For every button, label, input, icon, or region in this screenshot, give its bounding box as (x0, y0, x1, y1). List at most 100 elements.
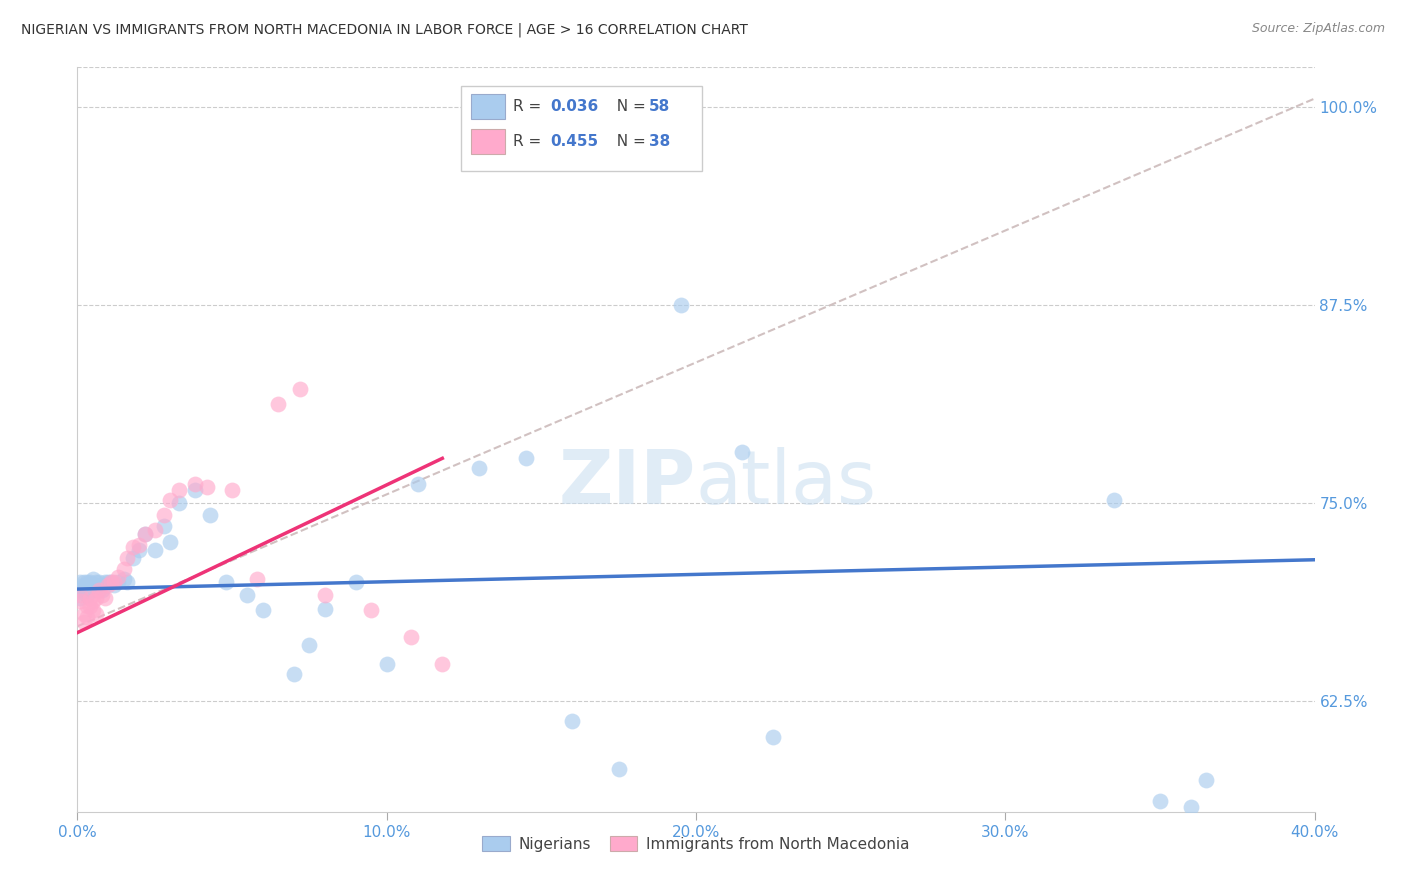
Point (84, 607, 107, 621)
Point (184, 476, 207, 491)
Point (103, 574, 125, 589)
Point (91, 582, 114, 597)
Point (87, 582, 110, 597)
Point (69, 591, 91, 605)
Text: Source: ZipAtlas.com: Source: ZipAtlas.com (1251, 22, 1385, 36)
Point (314, 602, 336, 616)
Point (79, 599, 101, 613)
Text: N =: N = (607, 99, 651, 114)
Text: ZIP: ZIP (558, 448, 696, 521)
Point (143, 523, 166, 537)
Point (84, 574, 107, 589)
Point (79, 574, 101, 589)
Point (103, 578, 125, 592)
Point (122, 540, 145, 554)
Point (468, 460, 491, 475)
Point (72, 607, 94, 621)
Point (115, 551, 138, 566)
Point (76, 599, 98, 613)
Point (69, 594, 91, 608)
Point (79, 591, 101, 605)
Point (69, 574, 91, 589)
Point (252, 603, 274, 617)
Text: 0.455: 0.455 (550, 134, 598, 149)
Point (406, 476, 429, 491)
Point (886, 815, 908, 830)
Text: atlas: atlas (696, 448, 877, 521)
Point (76, 582, 98, 597)
Point (153, 508, 176, 523)
Point (122, 551, 145, 566)
Legend: Nigerians, Immigrants from North Macedonia: Nigerians, Immigrants from North Macedon… (477, 830, 915, 858)
Text: 0.036: 0.036 (550, 99, 598, 114)
Point (76, 574, 98, 589)
Point (76, 578, 98, 592)
Point (134, 527, 156, 541)
Point (87, 582, 110, 597)
Text: 58: 58 (650, 99, 671, 114)
Point (762, 730, 785, 744)
Point (76, 609, 98, 624)
Point (561, 714, 583, 729)
Text: 38: 38 (650, 134, 671, 149)
Point (169, 483, 191, 497)
Point (344, 574, 367, 589)
Text: R =: R = (513, 134, 546, 149)
Point (97, 578, 120, 592)
Point (100, 574, 122, 589)
Point (184, 483, 207, 497)
Point (215, 574, 238, 589)
Point (432, 657, 454, 672)
Point (195, 480, 218, 494)
Point (221, 483, 243, 497)
Point (375, 657, 398, 672)
FancyBboxPatch shape (471, 129, 505, 153)
Point (76, 588, 98, 602)
Point (169, 496, 191, 510)
Point (159, 535, 181, 549)
Point (72, 578, 94, 592)
Point (515, 451, 537, 466)
Point (72, 574, 94, 589)
Point (115, 574, 138, 589)
Point (607, 762, 630, 776)
Point (128, 539, 150, 553)
Point (134, 527, 156, 541)
Text: NIGERIAN VS IMMIGRANTS FROM NORTH MACEDONIA IN LABOR FORCE | AGE > 16 CORRELATIO: NIGERIAN VS IMMIGRANTS FROM NORTH MACEDO… (21, 22, 748, 37)
Point (82, 578, 104, 592)
Point (1149, 794, 1171, 808)
Point (267, 397, 290, 411)
FancyBboxPatch shape (461, 86, 702, 171)
Point (1102, 492, 1125, 507)
Point (94, 574, 117, 589)
Point (82, 582, 104, 597)
Point (128, 543, 150, 558)
Point (91, 588, 114, 602)
Point (246, 572, 269, 586)
Text: N =: N = (607, 134, 651, 149)
Point (288, 382, 311, 396)
FancyBboxPatch shape (471, 94, 505, 119)
Point (72, 615, 94, 629)
Point (159, 492, 181, 507)
Point (153, 519, 176, 533)
Point (236, 588, 259, 602)
Point (94, 591, 117, 605)
Point (82, 594, 104, 608)
Point (298, 638, 321, 652)
Point (314, 588, 336, 602)
Point (69, 582, 91, 597)
Point (669, 297, 692, 311)
Point (97, 574, 120, 589)
Point (100, 574, 122, 589)
Point (1180, 800, 1202, 814)
Point (360, 603, 382, 617)
Point (84, 578, 107, 592)
Point (82, 572, 104, 586)
Point (283, 666, 305, 681)
Point (112, 562, 135, 576)
Point (401, 631, 423, 645)
Point (69, 588, 91, 602)
Point (200, 508, 222, 523)
Point (79, 578, 101, 592)
